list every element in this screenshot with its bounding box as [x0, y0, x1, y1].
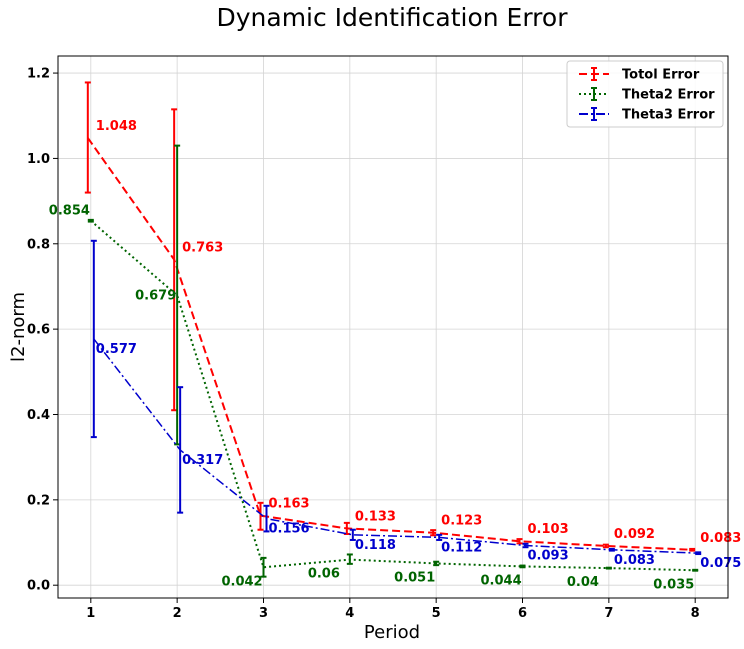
legend: Totol Error Theta2 Error Theta3 Error — [566, 60, 724, 128]
series-line — [86, 137, 693, 551]
y-tick-label: 1.0 — [27, 152, 50, 167]
data-label: 0.577 — [96, 342, 137, 357]
y-tick-label: 1.2 — [27, 67, 50, 82]
x-tick-label: 2 — [173, 606, 182, 621]
x-tick-label: 3 — [259, 606, 268, 621]
x-tick-label: 6 — [518, 606, 527, 621]
series-line — [93, 338, 699, 554]
x-tick-label: 7 — [604, 606, 613, 621]
legend-item: Theta3 Error — [579, 107, 715, 123]
x-tick-label: 1 — [86, 606, 95, 621]
data-label: 0.083 — [700, 531, 741, 546]
data-label: 0.317 — [182, 453, 223, 468]
y-tick-label: 0.4 — [27, 408, 50, 423]
y-tick-label: 0.8 — [27, 237, 50, 252]
grid — [58, 56, 728, 598]
chart-title: Dynamic Identification Error — [216, 3, 568, 32]
data-label: 0.118 — [355, 538, 396, 553]
data-label: 0.163 — [268, 497, 309, 512]
data-label: 0.035 — [653, 577, 694, 592]
data-label: 0.075 — [700, 556, 741, 571]
x-tick-label: 8 — [691, 606, 700, 621]
plot-frame — [57, 55, 729, 599]
y-tick-label: 0.6 — [27, 323, 50, 338]
data-label: 0.679 — [135, 288, 176, 303]
series-layer — [84, 81, 702, 578]
legend-label: Totol Error — [622, 68, 700, 83]
data-label: 0.112 — [441, 540, 482, 555]
series-totol-error — [84, 81, 696, 552]
legend-item: Totol Error — [579, 67, 700, 83]
data-label: 1.048 — [96, 119, 137, 134]
legend-label: Theta2 Error — [622, 88, 715, 103]
x-tick-label: 4 — [345, 606, 354, 621]
x-tick-label: 5 — [432, 606, 441, 621]
series-theta2-error — [87, 144, 699, 578]
legend-box — [566, 60, 724, 128]
data-label: 0.083 — [614, 553, 655, 568]
series-theta3-error — [90, 239, 702, 556]
data-label: 0.103 — [528, 522, 569, 537]
data-label: 0.763 — [182, 241, 223, 256]
y-tick-label: 0.2 — [27, 493, 50, 508]
y-tick-label: 0.0 — [27, 579, 50, 594]
data-label: 0.04 — [567, 575, 599, 590]
data-label: 0.156 — [268, 522, 309, 537]
data-label: 0.093 — [528, 549, 569, 564]
data-label: 0.06 — [308, 567, 340, 582]
legend-label: Theta3 Error — [622, 108, 715, 123]
data-labels: 1.048 0.763 0.163 0.133 0.123 0.103 0.092 0.083… — [49, 119, 742, 592]
legend-item: Theta2 Error — [579, 87, 715, 103]
data-label: 0.042 — [221, 574, 262, 589]
data-label: 0.854 — [49, 204, 90, 219]
data-label: 0.092 — [614, 527, 655, 542]
data-label: 0.044 — [481, 573, 522, 588]
y-axis-label: l2-norm — [8, 292, 29, 362]
data-label: 0.051 — [394, 570, 435, 585]
data-label: 0.123 — [441, 514, 482, 529]
data-label: 0.133 — [355, 509, 396, 524]
x-axis-label: Period — [364, 622, 420, 643]
ticks: 1 2 3 4 5 6 7 8 0.0 0.2 0.4 0.6 0.8 1.0 1.2 — [27, 67, 700, 621]
series-line — [90, 219, 696, 572]
